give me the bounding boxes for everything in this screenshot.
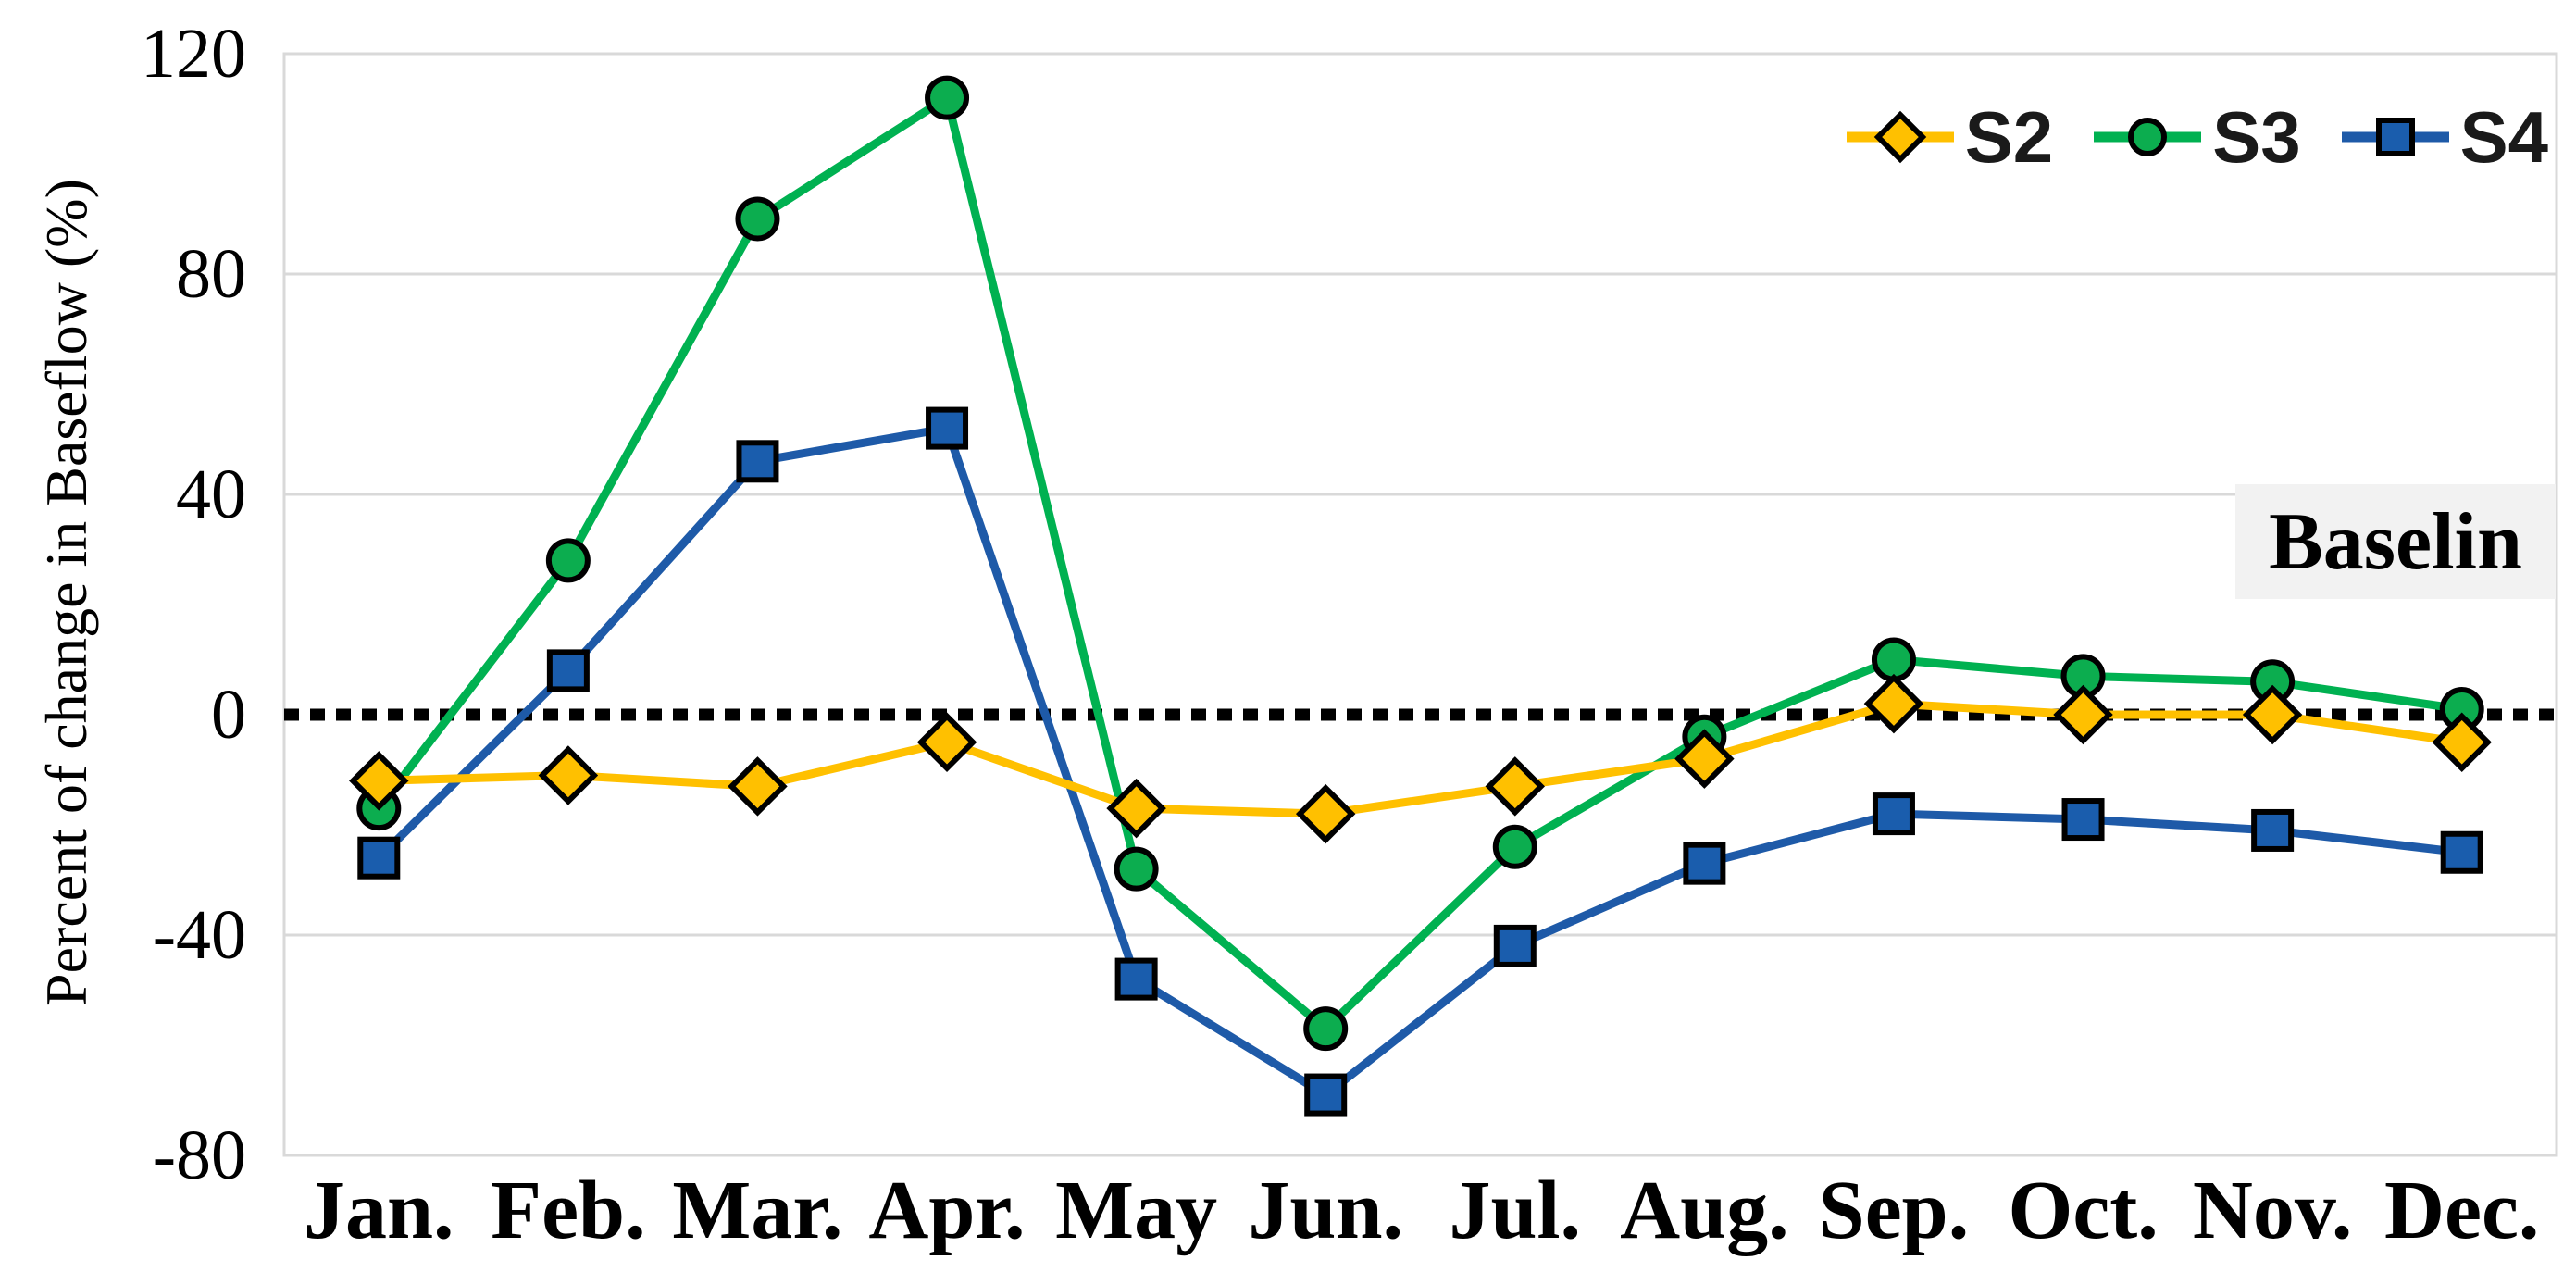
legend-item-S3: S3: [2092, 96, 2301, 178]
x-tick-Apr: Apr.: [868, 1165, 1026, 1256]
marker-S2-Jul.: [1485, 756, 1546, 817]
marker-S4-May: [1114, 957, 1158, 1001]
legend-item-S4: S4: [2340, 100, 2548, 174]
y-tick-80: 80: [176, 235, 246, 313]
marker-S3-May: [1114, 846, 1159, 892]
marker-S4-Dec.: [2440, 830, 2483, 874]
marker-S2-Sep.: [1863, 673, 1924, 734]
baseline-annotation: Baselin: [2235, 484, 2556, 599]
x-tick-Jul: Jul.: [1449, 1165, 1582, 1256]
marker-S3-Jul.: [1492, 824, 1537, 869]
legend-marker-square-icon: [2341, 118, 2449, 156]
marker-S4-Aug.: [1683, 842, 1726, 885]
y-tick--40: -40: [152, 896, 246, 974]
series-line-S2: [379, 699, 2463, 818]
legend-label-S3: S3: [2212, 96, 2301, 178]
marker-S3-Feb.: [545, 538, 591, 583]
marker-S2-Nov.: [2242, 684, 2303, 745]
marker-S2-Jan.: [349, 751, 409, 811]
x-tick-Jan: Jan.: [304, 1165, 454, 1256]
legend: S2 S3 S4: [1845, 100, 2548, 174]
series-line-S4: [376, 424, 2463, 1100]
x-tick-May: May: [1055, 1165, 1218, 1256]
y-tick-120: 120: [141, 15, 246, 93]
marker-S3-Sep.: [1871, 637, 1916, 682]
marker-S3-Apr.: [925, 75, 970, 120]
x-tick-Oct: Oct.: [2008, 1165, 2159, 1256]
marker-S3-Mar.: [735, 196, 780, 242]
legend-item-S2: S2: [1845, 100, 2053, 174]
y-tick-0: 0: [211, 676, 246, 754]
marker-S2-May: [1106, 778, 1166, 839]
plot-border: [282, 52, 2558, 1157]
legend-marker-diamond-icon: [1846, 110, 1954, 164]
marker-S2-Oct.: [2053, 684, 2113, 745]
y-tick--80: -80: [152, 1117, 246, 1194]
legend-label-S4: S4: [2459, 96, 2548, 178]
marker-S2-Dec.: [2432, 712, 2492, 772]
x-tick-Nov: Nov.: [2192, 1165, 2353, 1256]
marker-S2-Jun.: [1295, 783, 1356, 844]
x-tick-Jun: Jun.: [1248, 1165, 1403, 1256]
marker-S4-Feb.: [546, 649, 590, 692]
marker-S3-Jun.: [1303, 1006, 1349, 1052]
marker-S2-Apr.: [916, 712, 977, 772]
marker-S4-Mar.: [736, 440, 779, 483]
marker-S2-Mar.: [728, 756, 788, 817]
x-tick-Aug: Aug.: [1620, 1165, 1789, 1256]
y-tick-40: 40: [176, 455, 246, 533]
x-tick-Feb: Feb.: [491, 1165, 646, 1256]
series-line-S3: [375, 94, 2463, 1033]
x-tick-Mar: Mar.: [672, 1165, 843, 1256]
marker-S4-Jul.: [1493, 924, 1537, 967]
x-tick-Dec: Dec.: [2384, 1165, 2540, 1256]
marker-S4-Sep.: [1872, 792, 1915, 836]
x-tick-Sep: Sep.: [1818, 1165, 1970, 1256]
marker-S4-Nov.: [2251, 808, 2295, 852]
marker-S4-Jan.: [357, 836, 401, 880]
marker-S4-Jun.: [1304, 1073, 1348, 1117]
marker-S4-Oct.: [2061, 798, 2105, 842]
legend-marker-circle-icon: [2094, 118, 2202, 156]
marker-S2-Aug.: [1674, 729, 1735, 789]
marker-S4-Apr.: [926, 406, 969, 450]
legend-label-S2: S2: [1964, 96, 2054, 178]
marker-S2-Feb.: [538, 745, 599, 805]
